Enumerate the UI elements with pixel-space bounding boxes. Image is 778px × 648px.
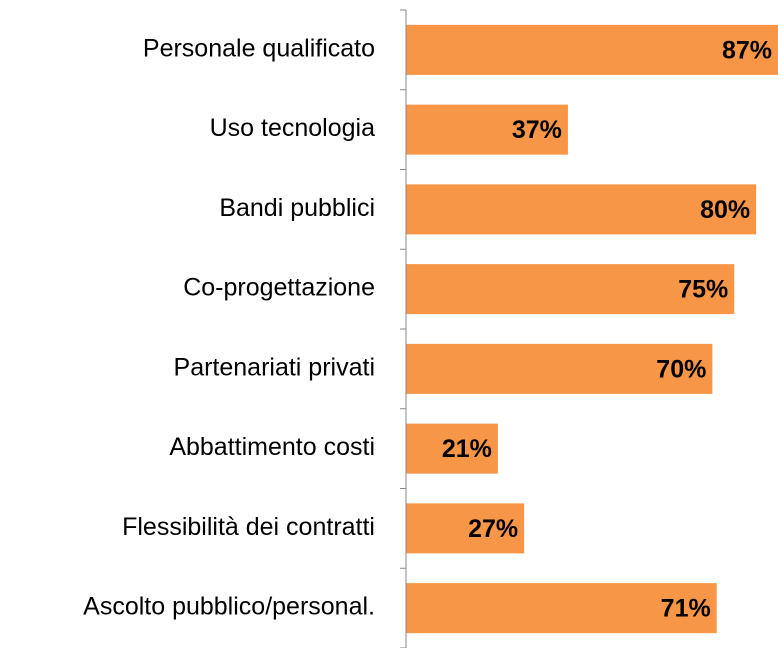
value-label: 75% (678, 276, 728, 304)
category-label: Bandi pubblici (219, 194, 375, 222)
bar (406, 423, 498, 474)
category-label: Uso tecnologia (210, 114, 375, 142)
bar (406, 343, 713, 394)
value-label: 37% (512, 116, 562, 144)
category-label: Ascolto pubblico/personal. (83, 593, 375, 621)
category-label: Abbattimento costi (169, 433, 375, 461)
bar (406, 503, 525, 554)
category-label: Flessibilità dei contratti (122, 513, 375, 541)
category-label: Partenariati privati (174, 353, 375, 381)
bar (406, 184, 757, 235)
value-label: 21% (442, 435, 492, 463)
value-label: 87% (722, 36, 772, 64)
value-label: 27% (468, 515, 518, 543)
value-label: 70% (656, 355, 706, 383)
bar (406, 264, 735, 315)
value-label: 80% (700, 196, 750, 224)
bar (406, 104, 568, 155)
bar (406, 583, 717, 634)
category-label: Personale qualificato (143, 34, 375, 62)
value-label: 71% (661, 595, 711, 623)
bar (406, 24, 778, 75)
category-label: Co-progettazione (183, 274, 375, 302)
